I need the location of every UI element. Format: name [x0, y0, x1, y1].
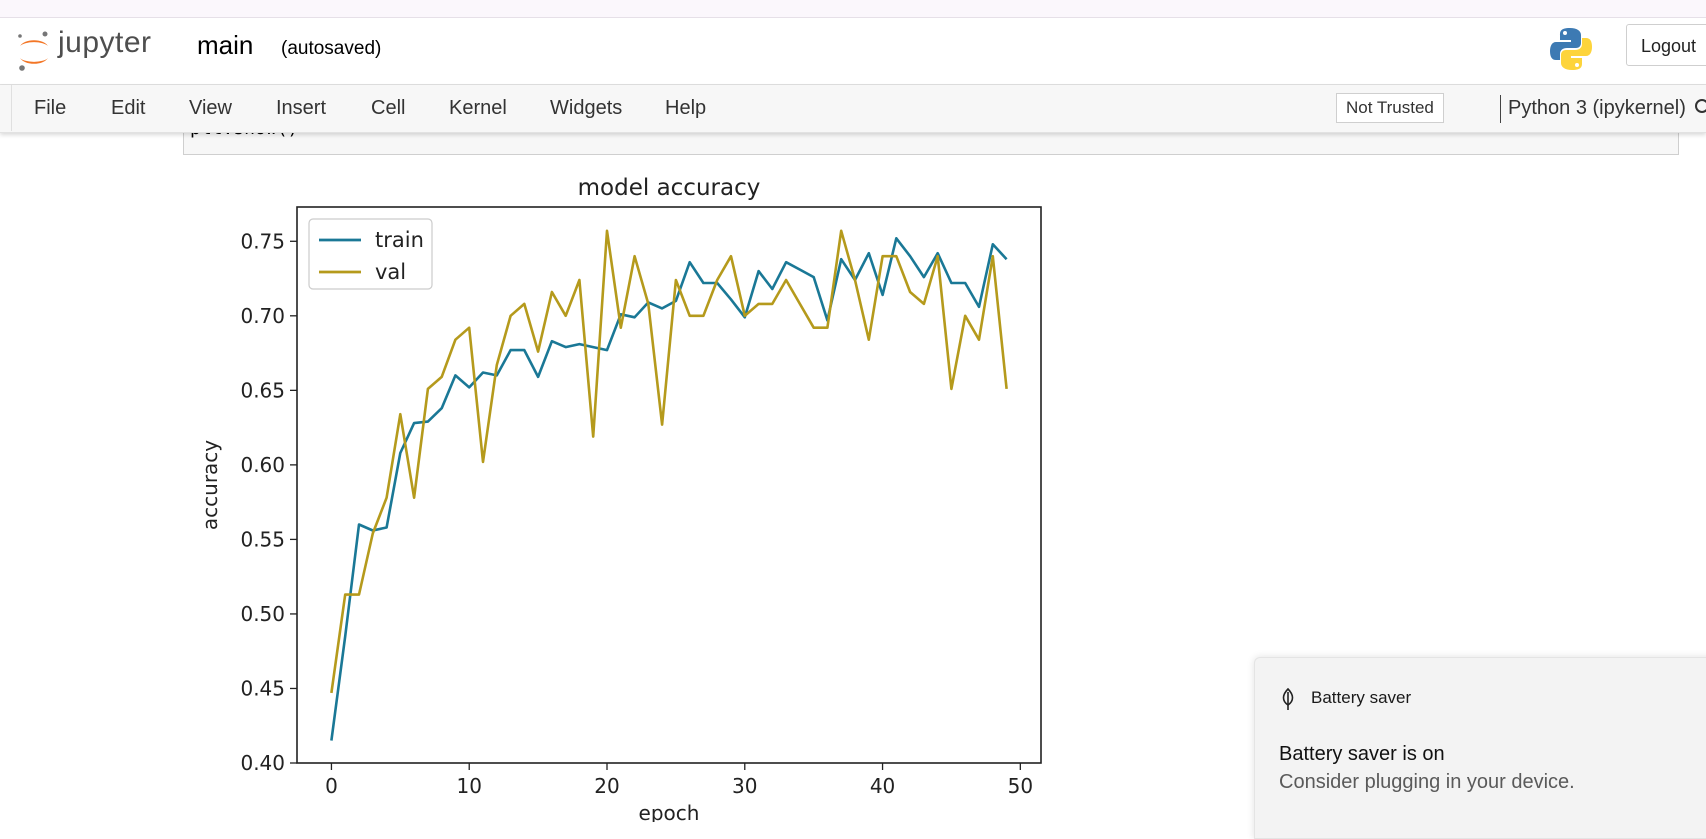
- leaf-icon: [1282, 687, 1294, 710]
- toast-body: Consider plugging in your device.: [1279, 771, 1575, 793]
- series-line-val: [330, 229, 1008, 694]
- x-tick-label: 20: [594, 774, 619, 798]
- toast-title: Battery saver is on: [1279, 743, 1445, 765]
- menu-kernel[interactable]: Kernel: [449, 97, 507, 119]
- menu-insert[interactable]: Insert: [276, 97, 327, 119]
- x-tick-label: 30: [732, 774, 757, 798]
- autosave-status: (autosaved): [281, 38, 382, 59]
- y-axis-label: accuracy: [198, 440, 222, 530]
- kernel-idle-icon: [1695, 99, 1706, 113]
- x-tick-label: 40: [870, 774, 895, 798]
- not-trusted-button[interactable]: Not Trusted: [1336, 93, 1444, 123]
- y-tick-label: 0.65: [240, 378, 285, 402]
- chart-title: model accuracy: [578, 175, 761, 201]
- accuracy-chart: model accuracy 0 10 20 30 40 50 0.40 0.45 0.50 0.5…: [198, 175, 1042, 822]
- menubar: File Edit View Insert Cell Kernel Widget…: [0, 85, 1706, 133]
- x-tick-label: 10: [456, 774, 481, 798]
- menu-container: File Edit View Insert Cell Kernel Widget…: [11, 85, 706, 131]
- y-tick-label: 0.50: [240, 602, 285, 626]
- jupyter-logo-icon[interactable]: [14, 28, 54, 74]
- notebook-header: jupyter main (autosaved) Logout: [0, 18, 1706, 85]
- browser-top-strip: [0, 0, 1706, 18]
- y-tick-label: 0.75: [240, 229, 285, 253]
- menu-edit[interactable]: Edit: [111, 97, 146, 119]
- series-line-train: [330, 237, 1008, 741]
- y-tick-label: 0.45: [240, 676, 285, 700]
- y-tick-label: 0.40: [240, 751, 285, 775]
- menu-view[interactable]: View: [189, 97, 232, 119]
- jupyter-logo-text[interactable]: jupyter: [58, 26, 152, 59]
- x-axis-label: epoch: [639, 801, 700, 822]
- kernel-divider: [1500, 95, 1501, 123]
- kernel-name[interactable]: Python 3 (ipykernel): [1508, 97, 1686, 119]
- logout-button[interactable]: Logout: [1626, 24, 1706, 66]
- toast-header-text: Battery saver: [1311, 688, 1412, 707]
- x-tick-label: 0: [325, 774, 338, 798]
- menu-widgets[interactable]: Widgets: [550, 97, 623, 119]
- python-logo-icon: [1550, 28, 1592, 70]
- x-tick-label: 50: [1008, 774, 1033, 798]
- battery-saver-toast[interactable]: Battery saver Battery saver is on Consid…: [1254, 657, 1706, 839]
- y-tick-label: 0.55: [240, 527, 285, 551]
- notebook-name[interactable]: main: [197, 30, 254, 60]
- menu-cell[interactable]: Cell: [371, 97, 406, 119]
- y-tick-label: 0.70: [240, 304, 285, 328]
- menu-file[interactable]: File: [34, 97, 67, 119]
- menu-help[interactable]: Help: [665, 97, 707, 119]
- legend-label-val: val: [375, 260, 406, 284]
- plot-frame: [296, 206, 1042, 764]
- y-tick-label: 0.60: [240, 453, 285, 477]
- legend-label-train: train: [375, 228, 424, 252]
